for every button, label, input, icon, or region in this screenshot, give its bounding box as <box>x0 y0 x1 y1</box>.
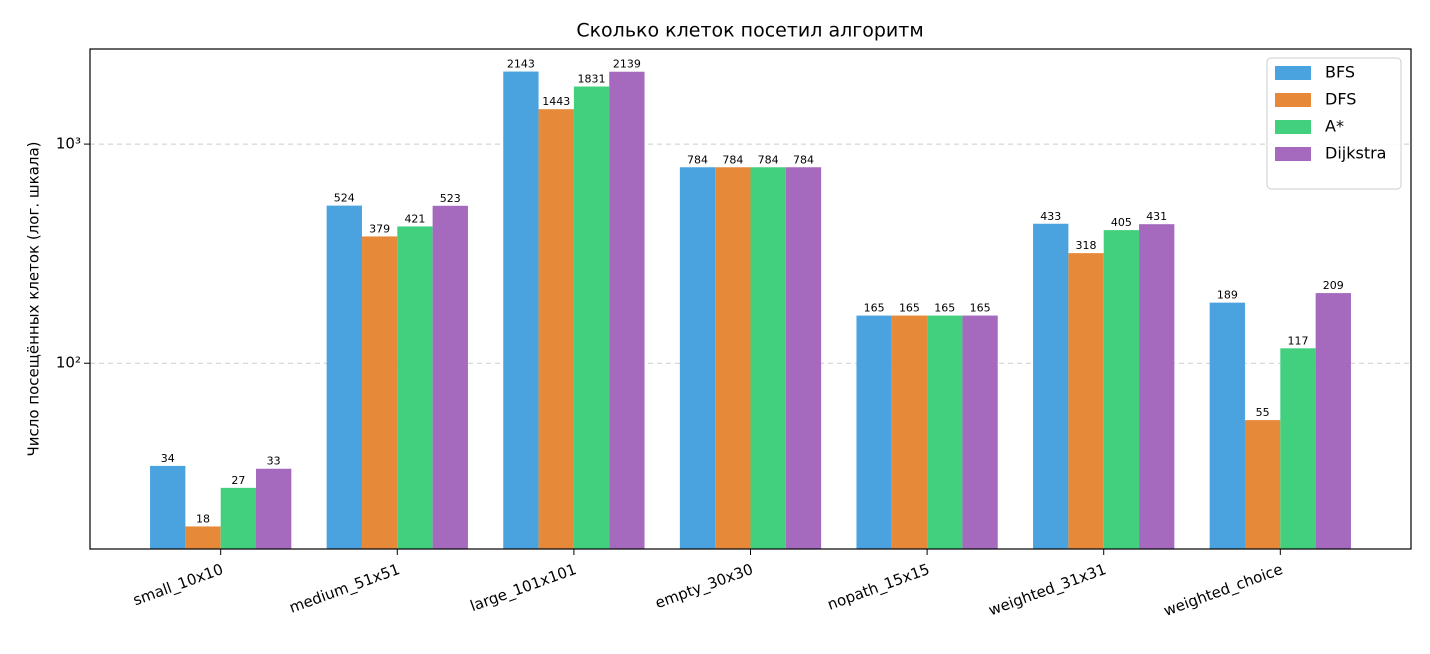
x-tick-label: small_10x10 <box>131 560 226 610</box>
x-tick-label: empty_30x30 <box>653 560 756 613</box>
value-label: 784 <box>758 153 779 166</box>
bar <box>1280 348 1316 549</box>
bar <box>1033 223 1069 549</box>
bar <box>326 205 362 549</box>
value-label: 784 <box>793 153 814 166</box>
y-axis-label: Число посещённых клеток (лог. шкала) <box>25 142 43 457</box>
bar <box>1315 293 1351 549</box>
bar <box>1139 224 1175 550</box>
bar <box>750 167 786 549</box>
value-label: 165 <box>899 302 920 315</box>
value-label: 784 <box>722 153 743 166</box>
bar <box>1244 420 1281 549</box>
value-label: 165 <box>934 302 955 315</box>
y-tick-label: 10³ <box>56 135 81 153</box>
legend-label: BFS <box>1325 63 1355 82</box>
value-label: 431 <box>1146 210 1167 223</box>
value-label: 784 <box>687 153 708 166</box>
value-label: 433 <box>1040 210 1061 223</box>
legend-swatch <box>1275 66 1311 80</box>
bar <box>927 315 963 549</box>
value-label: 379 <box>369 222 390 235</box>
x-tick-label: large_101x101 <box>468 560 579 616</box>
value-label: 1443 <box>542 95 570 108</box>
bar <box>1103 230 1140 549</box>
bar <box>1068 253 1104 549</box>
value-label: 18 <box>196 512 210 525</box>
value-label: 55 <box>1256 406 1270 419</box>
value-label: 421 <box>404 212 425 225</box>
bar <box>891 315 928 549</box>
bar <box>856 315 892 549</box>
value-label: 318 <box>1076 239 1097 252</box>
bar <box>785 167 822 549</box>
legend-swatch <box>1275 93 1311 107</box>
value-label: 189 <box>1217 289 1238 302</box>
x-tick-label: weighted_choice <box>1161 560 1285 621</box>
x-tick-label: medium_51x51 <box>287 560 403 618</box>
value-label: 165 <box>970 302 991 315</box>
legend-swatch <box>1275 120 1311 134</box>
bar <box>361 236 398 550</box>
bar <box>538 109 574 549</box>
bar <box>397 226 433 549</box>
x-tick-label: weighted_31x31 <box>986 560 1109 620</box>
value-label: 34 <box>161 452 175 465</box>
value-label: 2139 <box>613 58 641 71</box>
bar <box>503 71 539 550</box>
value-label: 524 <box>334 192 355 205</box>
plot-frame <box>89 48 1412 550</box>
value-label: 1831 <box>578 73 606 86</box>
legend-label: DFS <box>1325 90 1356 109</box>
value-label: 405 <box>1111 216 1132 229</box>
legend-label: Dijkstra <box>1325 144 1386 163</box>
value-label: 209 <box>1323 279 1344 292</box>
bar <box>150 465 186 549</box>
bar <box>962 315 998 549</box>
bar <box>609 71 645 549</box>
y-tick-label: 10² <box>56 354 81 372</box>
bar <box>573 86 610 549</box>
value-label: 27 <box>231 474 245 487</box>
legend-label: A* <box>1325 117 1344 136</box>
value-label: 165 <box>864 302 885 315</box>
legend-swatch <box>1275 147 1311 161</box>
bar <box>1209 302 1245 549</box>
value-label: 117 <box>1287 334 1308 347</box>
value-label: 2143 <box>507 58 535 71</box>
bar <box>256 468 292 549</box>
bar <box>185 526 221 549</box>
chart-title: Сколько клеток посетил алгоритм <box>576 20 923 42</box>
bar <box>715 167 751 549</box>
bar <box>220 487 257 549</box>
bar <box>679 167 716 549</box>
x-tick-label: nopath_15x15 <box>825 560 932 615</box>
value-label: 523 <box>440 192 461 205</box>
value-label: 33 <box>267 455 281 468</box>
bar <box>432 205 468 550</box>
